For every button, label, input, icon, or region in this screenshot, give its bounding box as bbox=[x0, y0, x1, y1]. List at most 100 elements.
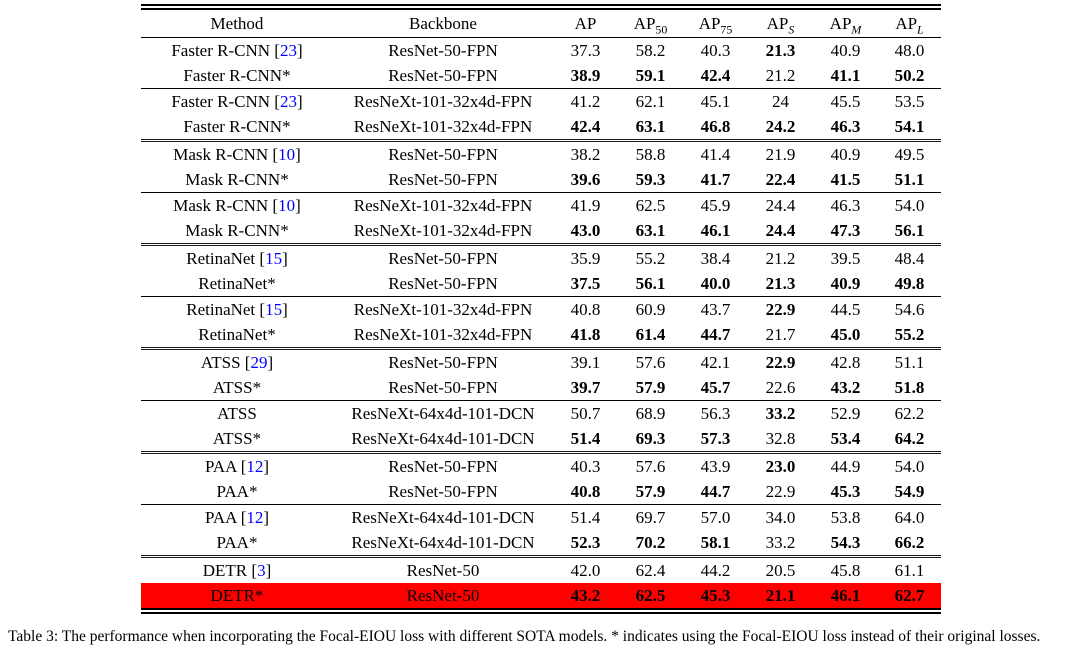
backbone-cell: ResNeXt-101-32x4d-FPN bbox=[333, 88, 553, 114]
metric-apl: 62.7 bbox=[894, 585, 925, 605]
backbone-cell: ResNet-50-FPN bbox=[333, 347, 553, 375]
metric-apm: 45.3 bbox=[830, 481, 861, 501]
metric-ap50: 58.2 bbox=[635, 40, 666, 60]
backbone-cell: ResNet-50-FPN bbox=[388, 377, 498, 397]
method-cell: RetinaNet [15] bbox=[141, 243, 333, 271]
table-row: PAA [12] ResNeXt-64x4d-101-DCN 51.4 69.7… bbox=[141, 504, 941, 530]
method-cell: ATSS* [] bbox=[141, 375, 333, 401]
table-row: ATSS [29] ResNet-50-FPN 39.1 57.6 42.1 2… bbox=[141, 347, 941, 375]
metric-aps: 24.4 bbox=[765, 220, 796, 240]
col-header-ap50: AP50 bbox=[618, 10, 683, 38]
metric-apl: 54.9 bbox=[894, 481, 925, 501]
method-name: DETR bbox=[202, 560, 248, 580]
metric-apl: 56.1 bbox=[894, 220, 925, 240]
metric-ap50: 62.5 bbox=[635, 585, 666, 605]
method-cell: PAA [12] bbox=[141, 451, 333, 479]
backbone-cell: ResNet-50 bbox=[333, 555, 553, 583]
citation-number[interactable]: 23 bbox=[279, 40, 297, 60]
metric-ap75: 45.3 bbox=[700, 585, 731, 605]
metric-ap: 41.8 bbox=[570, 324, 601, 344]
method-name: Faster R-CNN* bbox=[183, 116, 291, 136]
metric-aps: 22.9 bbox=[748, 296, 813, 322]
backbone-cell: ResNet-50-FPN bbox=[388, 169, 498, 189]
citation-number[interactable]: 10 bbox=[278, 144, 296, 164]
col-header-apm: APM bbox=[813, 10, 878, 38]
metric-ap: 50.7 bbox=[553, 400, 618, 426]
method-name: Faster R-CNN bbox=[171, 40, 271, 60]
citation: [15] bbox=[255, 248, 288, 268]
metric-ap: 37.5 bbox=[570, 273, 601, 293]
table-row: RetinaNet* [] ResNeXt-101-32x4d-FPN 41.8… bbox=[141, 322, 941, 349]
method-cell: DETR* [] bbox=[141, 583, 333, 608]
table-row: RetinaNet [15] ResNet-50-FPN 35.9 55.2 3… bbox=[141, 243, 941, 271]
metric-ap: 39.6 bbox=[570, 169, 601, 189]
metric-aps: 22.4 bbox=[765, 169, 796, 189]
table-row: PAA [12] ResNet-50-FPN 40.3 57.6 43.9 23… bbox=[141, 451, 941, 479]
method-name: PAA bbox=[204, 456, 237, 476]
metric-apl: 61.1 bbox=[878, 555, 941, 583]
metric-ap50: 63.1 bbox=[635, 220, 666, 240]
method-name: PAA* bbox=[216, 481, 258, 501]
metric-ap75: 45.1 bbox=[683, 88, 748, 114]
table-row: PAA* [] ResNeXt-64x4d-101-DCN 52.3 70.2 … bbox=[141, 530, 941, 557]
metric-ap75: 45.9 bbox=[683, 192, 748, 218]
metric-ap75: 45.7 bbox=[700, 377, 731, 397]
metric-ap: 42.0 bbox=[553, 555, 618, 583]
citation-number[interactable]: 12 bbox=[246, 507, 264, 527]
metric-apm: 44.9 bbox=[813, 451, 878, 479]
method-cell: Faster R-CNN [23] bbox=[141, 38, 333, 64]
col-header-ap75: AP75 bbox=[683, 10, 748, 38]
metric-apl: 54.1 bbox=[894, 116, 925, 136]
table-row: PAA* [] ResNet-50-FPN 40.8 57.9 44.7 22.… bbox=[141, 479, 941, 505]
method-name: Mask R-CNN bbox=[173, 195, 269, 215]
citation-number[interactable]: 23 bbox=[279, 91, 297, 111]
metric-aps: 34.0 bbox=[748, 504, 813, 530]
citation-number[interactable]: 15 bbox=[265, 299, 283, 319]
backbone-cell: ResNeXt-101-32x4d-FPN bbox=[333, 296, 553, 322]
metric-ap75: 43.7 bbox=[683, 296, 748, 322]
metric-aps: 21.9 bbox=[748, 139, 813, 167]
metric-apm: 40.9 bbox=[830, 40, 861, 60]
metric-ap50: 69.7 bbox=[618, 504, 683, 530]
metric-aps: 32.8 bbox=[765, 428, 796, 448]
metric-apl: 48.4 bbox=[878, 243, 941, 271]
metric-ap75: 44.7 bbox=[700, 324, 731, 344]
metric-ap: 40.8 bbox=[570, 481, 601, 501]
citation: [12] bbox=[236, 507, 270, 527]
backbone-cell: ResNeXt-101-32x4d-FPN bbox=[333, 192, 553, 218]
backbone-cell: ResNet-50-FPN bbox=[388, 40, 498, 60]
method-name: RetinaNet bbox=[186, 248, 256, 268]
citation-number[interactable]: 12 bbox=[246, 456, 264, 476]
backbone-cell: ResNeXt-64x4d-101-DCN bbox=[333, 504, 553, 530]
metric-ap75: 41.7 bbox=[700, 169, 731, 189]
citation: [10] bbox=[268, 195, 301, 215]
citation-number[interactable]: 10 bbox=[278, 195, 296, 215]
method-name: RetinaNet* bbox=[198, 273, 276, 293]
method-cell: Mask R-CNN [10] bbox=[141, 192, 333, 218]
method-name: Mask R-CNN bbox=[173, 144, 269, 164]
citation-number[interactable]: 15 bbox=[265, 248, 283, 268]
metric-apm: 44.5 bbox=[813, 296, 878, 322]
metric-apl: 48.0 bbox=[894, 40, 925, 60]
method-cell: RetinaNet* [] bbox=[141, 271, 333, 297]
metric-ap: 40.8 bbox=[553, 296, 618, 322]
citation-number[interactable]: 3 bbox=[257, 560, 266, 580]
table-row: Mask R-CNN [10] ResNet-50-FPN 38.2 58.8 … bbox=[141, 139, 941, 167]
metric-aps: 24 bbox=[748, 88, 813, 114]
metric-apl: 62.2 bbox=[878, 400, 941, 426]
method-cell: ATSS [] bbox=[141, 400, 333, 426]
metric-apl: 64.0 bbox=[878, 504, 941, 530]
metric-apm: 41.1 bbox=[830, 65, 861, 85]
metric-apm: 45.8 bbox=[813, 555, 878, 583]
metric-ap50: 69.3 bbox=[635, 428, 666, 448]
metric-apl: 53.5 bbox=[878, 88, 941, 114]
table-row: Mask R-CNN* [] ResNet-50-FPN 39.6 59.3 4… bbox=[141, 167, 941, 193]
method-name: RetinaNet* bbox=[198, 324, 276, 344]
table-caption: Table 3: The performance when incorporat… bbox=[8, 628, 1041, 645]
metric-apl: 54.0 bbox=[878, 451, 941, 479]
backbone-cell: ResNet-50-FPN bbox=[388, 481, 498, 501]
backbone-cell: ResNet-50 bbox=[406, 585, 480, 605]
citation-number[interactable]: 29 bbox=[250, 352, 268, 372]
metric-ap: 39.1 bbox=[553, 347, 618, 375]
metric-ap75: 43.9 bbox=[683, 451, 748, 479]
